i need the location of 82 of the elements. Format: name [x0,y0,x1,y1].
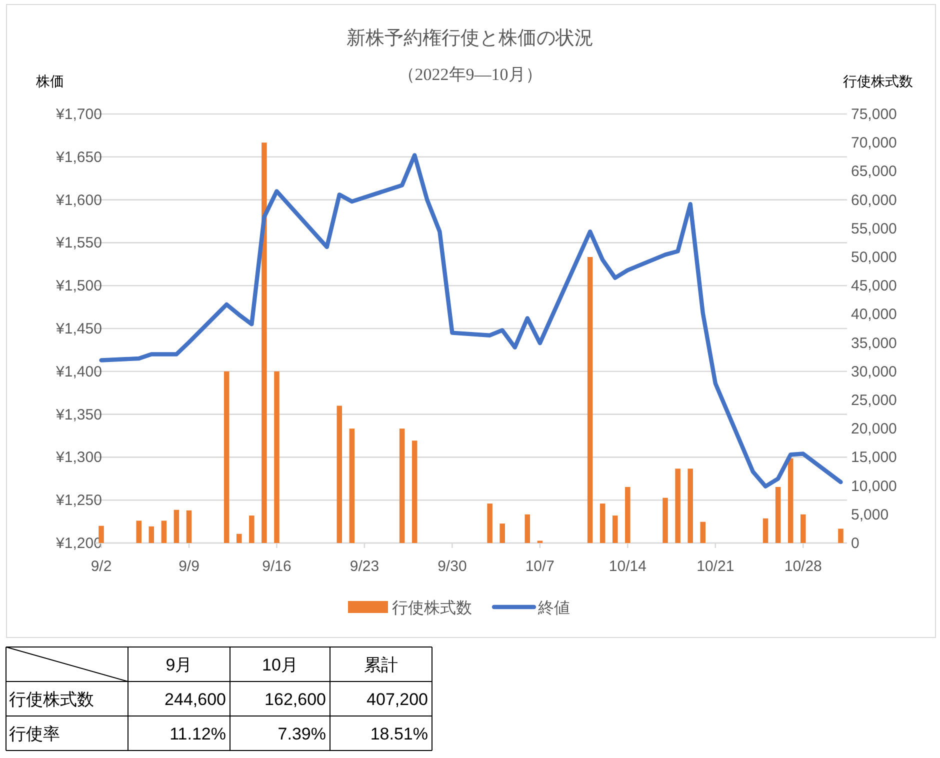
y2-tick-label: 40,000 [851,306,897,324]
y2-tick-label: 65,000 [851,163,897,180]
text: 11.12% [170,724,226,744]
bar [524,514,530,543]
bar [600,504,606,543]
y2-axis-title: 行使株式数 [843,73,913,89]
bar [612,516,618,543]
text: 7.39% [278,724,326,744]
y-tick-label: ¥1,650 [55,148,102,166]
y2-tick-label: 0 [851,535,860,552]
y2-tick-label: 15,000 [851,449,897,466]
y2-tick-label: 70,000 [851,134,897,152]
y2-tick-label: 60,000 [851,192,897,209]
bar [675,468,680,543]
bar [249,516,254,543]
bar [700,522,706,543]
category-label: 9月 [166,655,192,674]
y2-tick-label: 45,000 [851,278,897,295]
bar [587,257,593,543]
y2-tick-label: 20,000 [851,420,897,438]
y-tick-label: ¥1,500 [55,278,102,295]
bar [236,534,242,543]
bar [788,458,794,543]
bar [336,406,342,543]
y2-tick-label: 55,000 [851,220,897,238]
x-tick-label: 9/30 [438,558,467,575]
y-axis-title: 株価 [35,73,64,89]
bar [224,371,230,543]
y-tick-label: ¥1,600 [55,192,102,209]
text: 18.51% [370,724,428,744]
category-label: 累計 [364,655,398,674]
x-tick-label: 10/28 [784,558,822,575]
bar [161,520,167,543]
category-label: 行使株式数 [9,690,94,709]
y2-tick-label: 10,000 [851,478,897,495]
category-label: 行使率 [9,724,60,744]
category-label: 10月 [262,655,298,674]
x-tick-label: 10/14 [608,558,646,575]
bar [662,498,668,543]
bar [625,486,630,543]
bar [412,440,418,543]
bar [800,514,806,543]
bar [500,524,505,543]
y-tick-label: ¥1,250 [55,492,102,510]
bar [838,528,844,543]
bar [262,142,267,543]
y2-tick-label: 5,000 [851,506,889,524]
y-tick-label: ¥1,450 [55,320,102,338]
y2-tick-label: 75,000 [851,106,897,123]
y-tick-label: ¥1,350 [55,406,102,424]
bar [136,520,142,543]
chart-title: 新株予約権行使と株価の状況 [346,27,594,49]
bar [349,428,355,543]
y-tick-label: ¥1,550 [55,234,102,252]
x-tick-label: 9/23 [350,558,380,575]
bar [174,510,180,543]
text: 244,600 [164,690,226,709]
legend-label: 終値 [537,600,570,617]
bar [762,518,768,543]
x-tick-label: 10/21 [696,558,734,575]
bar [186,510,192,543]
x-tick-label: 10/7 [525,558,555,575]
bar [775,486,781,543]
bar [688,468,693,543]
text: 162,600 [264,690,326,709]
x-tick-label: 9/9 [178,558,200,575]
y2-tick-label: 25,000 [851,392,897,409]
y-tick-label: ¥1,700 [55,106,102,123]
text: 407,200 [366,690,428,709]
bar [274,371,280,543]
y2-tick-label: 50,000 [851,249,897,266]
y2-tick-label: 35,000 [851,334,897,352]
legend-label: 行使株式数 [392,599,472,617]
y-tick-label: ¥1,400 [55,363,102,380]
bar [148,526,154,543]
x-tick-label: 9/16 [262,558,292,575]
x-tick-label: 9/2 [90,558,112,575]
y-tick-label: ¥1,300 [55,449,102,466]
y2-tick-label: 30,000 [851,363,897,380]
chart-subtitle: （2022年9—10月） [398,65,542,84]
bar [487,504,492,543]
bar [399,428,405,543]
